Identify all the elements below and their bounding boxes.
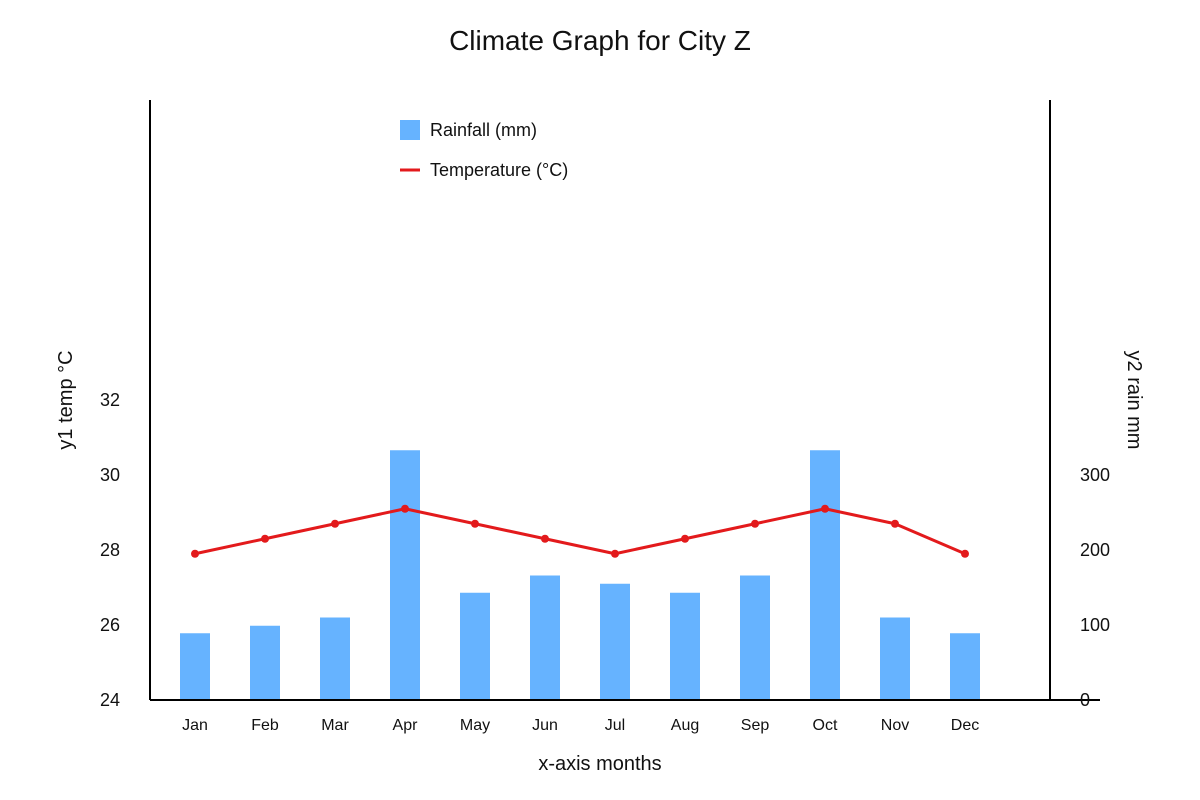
rainfall-bar xyxy=(460,592,490,700)
x-tick-label: Apr xyxy=(393,717,419,734)
temperature-point xyxy=(401,504,409,513)
right-y-tick-label: 200 xyxy=(1080,540,1110,560)
temperature-point xyxy=(191,549,199,558)
rainfall-bar xyxy=(390,450,420,700)
x-tick-label: Aug xyxy=(671,717,699,734)
rainfall-bar xyxy=(320,617,350,700)
left-y-tick-label: 30 xyxy=(100,465,120,485)
temperature-point xyxy=(541,534,549,543)
rainfall-bar xyxy=(810,450,840,700)
temperature-point xyxy=(891,519,899,528)
x-tick-label: Nov xyxy=(881,717,909,734)
rainfall-bar xyxy=(250,625,280,700)
left-y-tick-label: 28 xyxy=(100,540,120,560)
x-tick-label: Dec xyxy=(951,717,979,734)
temperature-point xyxy=(751,519,759,528)
legend-rainfall-label: Rainfall (mm) xyxy=(430,120,537,140)
chart-title: Climate Graph for City Z xyxy=(449,25,751,56)
x-axis-title: x-axis months xyxy=(538,753,661,775)
left-y-tick-label: 32 xyxy=(100,390,120,410)
rainfall-bar xyxy=(740,575,770,700)
right-y-tick-label: 100 xyxy=(1080,615,1110,635)
rainfall-bar xyxy=(600,583,630,700)
plot-area: 24 26 28 30 32 0 100 200 300 Jan Feb Mar Apr May Jun Ju… xyxy=(100,100,1110,734)
temperature-line xyxy=(193,507,967,556)
x-tick-label: May xyxy=(460,717,490,734)
temperature-point xyxy=(471,519,479,528)
left-y-tick-label: 24 xyxy=(100,690,120,710)
right-y-axis-title: y2 rain mm xyxy=(1123,351,1145,450)
x-tick-label: Jun xyxy=(532,717,558,734)
temperature-point xyxy=(611,549,619,558)
rainfall-bar xyxy=(670,592,700,700)
rainfall-bar xyxy=(530,575,560,700)
legend-temperature-label: Temperature (°C) xyxy=(430,160,568,180)
left-y-tick-label: 26 xyxy=(100,615,120,635)
x-tick-label: Jul xyxy=(605,717,625,734)
rainfall-bar xyxy=(950,633,980,700)
temperature-point xyxy=(961,549,969,558)
rainfall-bar xyxy=(180,633,210,700)
right-y-tick-label: 0 xyxy=(1080,690,1090,710)
chart-legend: Rainfall (mm) Temperature (°C) xyxy=(400,120,568,180)
temperature-point xyxy=(331,519,339,528)
rainfall-bar xyxy=(880,617,910,700)
left-y-axis-title: y1 temp °C xyxy=(55,350,77,449)
x-tick-label: Sep xyxy=(741,717,770,734)
temperature-point xyxy=(261,534,269,543)
x-tick-label: Mar xyxy=(321,717,349,734)
right-y-tick-label: 300 xyxy=(1080,465,1110,485)
x-tick-label: Oct xyxy=(813,717,838,734)
temperature-point xyxy=(821,504,829,513)
legend-rainfall-swatch xyxy=(400,120,420,140)
x-tick-label: Jan xyxy=(182,717,208,734)
temperature-point xyxy=(681,534,689,543)
x-tick-label: Feb xyxy=(251,717,279,734)
